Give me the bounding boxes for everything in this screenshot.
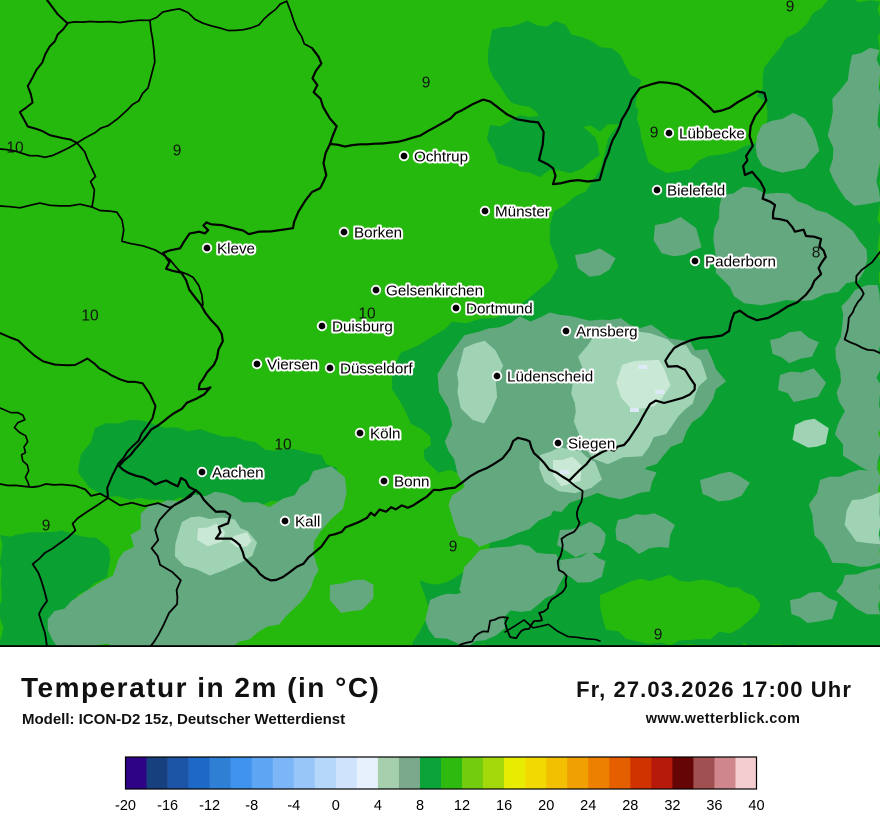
svg-text:4: 4 — [374, 798, 382, 814]
svg-text:Lübbecke: Lübbecke — [679, 126, 745, 143]
svg-text:Lüdenscheid: Lüdenscheid — [507, 369, 593, 386]
svg-text:Arnsberg: Arnsberg — [576, 324, 638, 341]
svg-text:Düsseldorf: Düsseldorf — [340, 361, 413, 378]
svg-text:9: 9 — [786, 0, 795, 16]
svg-text:28: 28 — [622, 798, 638, 814]
svg-text:32: 32 — [664, 798, 680, 814]
svg-text:-8: -8 — [245, 798, 258, 814]
svg-text:Kall: Kall — [295, 514, 320, 531]
svg-text:-4: -4 — [287, 798, 300, 814]
svg-text:8: 8 — [812, 245, 821, 262]
svg-text:0: 0 — [332, 798, 340, 814]
svg-text:Bonn: Bonn — [394, 474, 429, 491]
svg-text:9: 9 — [449, 539, 458, 556]
svg-text:9: 9 — [654, 627, 663, 644]
svg-text:Aachen: Aachen — [212, 465, 264, 482]
svg-text:Duisburg: Duisburg — [332, 319, 393, 336]
svg-text:10: 10 — [6, 140, 24, 157]
svg-text:10: 10 — [358, 306, 376, 323]
svg-text:Paderborn: Paderborn — [705, 254, 776, 271]
svg-text:40: 40 — [748, 798, 764, 814]
svg-text:10: 10 — [274, 437, 292, 454]
svg-text:12: 12 — [454, 798, 470, 814]
svg-text:Ochtrup: Ochtrup — [414, 149, 468, 166]
svg-text:10: 10 — [81, 308, 99, 325]
svg-text:9: 9 — [42, 518, 51, 535]
svg-text:16: 16 — [496, 798, 512, 814]
svg-text:-20: -20 — [115, 798, 136, 814]
svg-text:-16: -16 — [157, 798, 178, 814]
svg-text:Borken: Borken — [354, 225, 402, 242]
svg-text:Köln: Köln — [370, 426, 400, 443]
svg-text:Gelsenkirchen: Gelsenkirchen — [386, 283, 483, 300]
svg-text:Siegen: Siegen — [568, 436, 615, 453]
svg-text:Münster: Münster — [495, 204, 550, 221]
svg-text:9: 9 — [422, 75, 431, 92]
svg-text:9: 9 — [650, 125, 659, 142]
svg-text:24: 24 — [580, 798, 596, 814]
svg-text:Viersen: Viersen — [267, 357, 318, 374]
svg-text:-12: -12 — [199, 798, 220, 814]
svg-text:Bielefeld: Bielefeld — [667, 183, 725, 200]
svg-text:Dortmund: Dortmund — [466, 301, 533, 318]
svg-text:8: 8 — [416, 798, 424, 814]
svg-text:Kleve: Kleve — [217, 241, 255, 258]
svg-text:9: 9 — [173, 143, 182, 160]
svg-text:20: 20 — [538, 798, 554, 814]
svg-text:36: 36 — [706, 798, 722, 814]
